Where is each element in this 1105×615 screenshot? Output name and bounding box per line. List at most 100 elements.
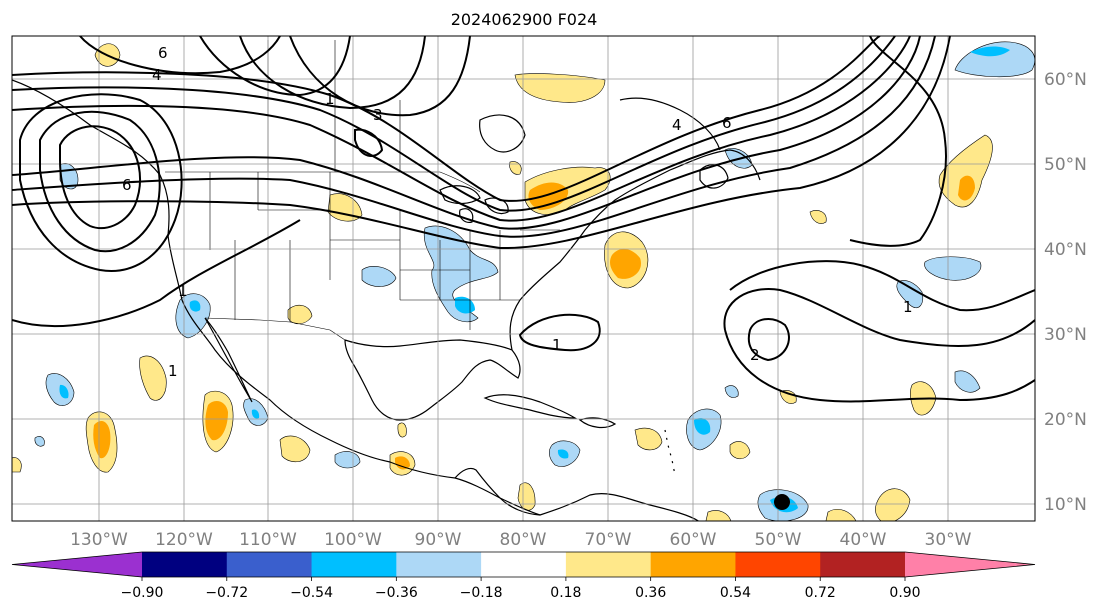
shade-yellow <box>514 73 606 103</box>
lat-label: 10°N <box>1044 495 1087 515</box>
contour-line <box>199 36 351 97</box>
graticule <box>12 36 1035 521</box>
contour-line <box>59 125 141 230</box>
contour-line <box>12 36 936 238</box>
contour-line <box>19 93 183 272</box>
colorbar-tick-label: 0.90 <box>889 585 920 601</box>
contour-label: 6 <box>722 114 732 132</box>
contour-line <box>12 36 896 212</box>
contour-line <box>12 219 301 328</box>
lat-label: 40°N <box>1044 240 1087 260</box>
colorbar-swatch <box>565 552 652 577</box>
coastline-newfoundland <box>699 164 729 189</box>
shade-orange <box>395 456 410 470</box>
lon-label: 60°W <box>670 530 717 550</box>
shade-orange <box>205 400 228 441</box>
contour-label: 1 <box>168 362 178 380</box>
lon-label: 70°W <box>585 530 632 550</box>
coastlines <box>12 79 761 521</box>
contour-line <box>724 329 1035 403</box>
shade-blue <box>557 449 569 459</box>
shade-blue <box>924 256 982 281</box>
shade-yellow <box>875 488 911 521</box>
shade-blue <box>970 46 1010 57</box>
coastline-baja <box>204 317 253 403</box>
contour-line <box>12 36 881 202</box>
colorbar-swatch <box>396 552 482 577</box>
contours <box>12 36 1035 403</box>
contour-label: 2 <box>750 346 760 364</box>
shade-orange <box>958 175 975 201</box>
colorbar-extend-high <box>905 552 1035 577</box>
colorbar-swatch <box>735 552 821 577</box>
colorbar-tick-label: −0.72 <box>205 585 248 601</box>
lon-label: 130°W <box>70 530 128 550</box>
contour-line <box>12 36 911 222</box>
contour-label: 6 <box>158 44 168 62</box>
shade-yellow <box>287 304 313 325</box>
colorbar-swatch <box>650 552 736 577</box>
lon-label: 120°W <box>155 530 213 550</box>
shade-yellow <box>938 134 993 208</box>
lat-label: 20°N <box>1044 410 1087 430</box>
lon-label: 90°W <box>415 530 462 550</box>
lon-label: 100°W <box>324 530 382 550</box>
low-center-marker <box>774 494 790 510</box>
colorbar-swatch <box>142 552 228 577</box>
shade-blue <box>251 409 260 419</box>
map-title: 2024062900 F024 <box>450 10 598 29</box>
shade-orange <box>610 248 641 279</box>
shade-yellow <box>634 427 663 451</box>
contour-label: 1 <box>903 298 913 316</box>
contour-label: 4 <box>152 66 162 84</box>
shade-blue <box>334 451 361 469</box>
shade-yellow <box>825 509 857 521</box>
colorbar-swatch <box>311 552 397 577</box>
colorbar-tick-label: −0.90 <box>121 585 164 601</box>
colorbar-swatch <box>226 552 313 577</box>
lat-label: 50°N <box>1044 155 1087 175</box>
contour-label: 1 <box>178 282 188 300</box>
shade-yellow <box>327 193 363 222</box>
contour-line <box>747 318 790 362</box>
shade-yellow <box>809 210 827 224</box>
colorbar-tick-label: 0.72 <box>805 585 836 601</box>
lon-label: 50°W <box>755 530 802 550</box>
contour-label: 6 <box>122 176 132 194</box>
shaded-anomalies <box>12 41 1035 521</box>
shade-blue <box>694 418 711 435</box>
shade-blue <box>896 280 923 309</box>
shade-orange <box>528 182 569 210</box>
colorbar-tick-label: −0.18 <box>460 585 503 601</box>
latitude-labels: 60°N 50°N 40°N 30°N 20°N 10°N <box>1044 70 1087 515</box>
shade-blue <box>189 300 201 312</box>
coastline-hispaniola <box>578 417 617 429</box>
shade-yellow <box>729 441 751 460</box>
shade-blue <box>954 370 981 393</box>
contour-line <box>12 36 921 230</box>
shade-blue <box>361 266 397 287</box>
map-border <box>11 35 1036 522</box>
coastline-central-america <box>454 467 700 521</box>
contour-line <box>239 36 426 110</box>
shade-yellow <box>705 510 732 521</box>
shade-yellow <box>12 457 22 473</box>
contour-line <box>518 313 601 352</box>
shade-blue <box>34 436 45 447</box>
contour-line <box>12 36 951 250</box>
shade-yellow <box>397 422 407 438</box>
coastline-gulf <box>344 339 521 421</box>
longitude-labels: 130°W 120°W 110°W 100°W 90°W 80°W 70°W 6… <box>70 530 972 550</box>
lon-label: 80°W <box>500 530 547 550</box>
contour-line <box>39 110 161 253</box>
colorbar: −0.90 −0.72 −0.54 −0.36 −0.18 0.18 0.36 0.54 0.7… <box>11 551 1036 601</box>
colorbar-tick-label: −0.54 <box>290 585 333 601</box>
shade-yellow <box>509 161 522 175</box>
contour-line <box>723 288 1035 347</box>
shade-yellow <box>279 435 311 463</box>
colorbar-extend-low <box>12 552 142 577</box>
shade-blue <box>724 385 739 398</box>
lat-label: 60°N <box>1044 70 1087 90</box>
colorbar-tick-label: 0.36 <box>635 585 666 601</box>
colorbar-tick-label: −0.36 <box>375 585 418 601</box>
